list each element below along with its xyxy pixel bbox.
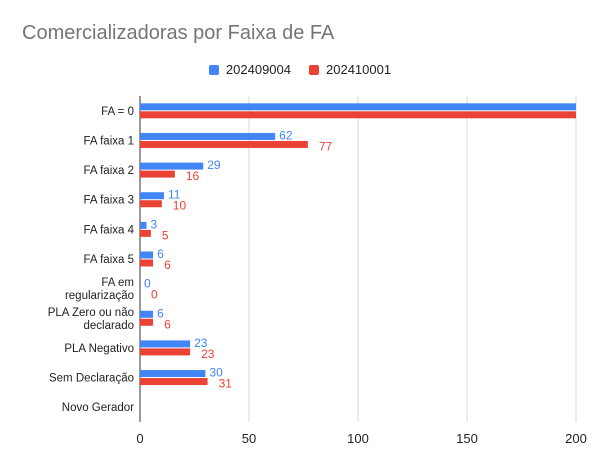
category-label: FA = 0 (101, 106, 134, 118)
data-label-series-1: 30 (209, 366, 223, 380)
data-label-series-2: 5 (162, 228, 169, 242)
bar-series-1 (140, 132, 276, 140)
bar-series-1 (140, 340, 191, 348)
bar-series-1 (140, 103, 576, 111)
bar-series-2 (140, 348, 191, 356)
data-label-series-1: 6 (157, 306, 164, 320)
x-tick-label: 0 (136, 431, 143, 446)
bar-series-1 (140, 221, 147, 229)
bar-series-1 (140, 162, 204, 170)
legend-item-series-2: 202410001 (309, 62, 391, 77)
bar-series-2 (140, 378, 208, 386)
bar-series-2 (140, 170, 175, 178)
legend-item-series-1: 202409004 (208, 62, 291, 77)
data-label-series-2: 23 (201, 347, 215, 361)
category-label: Novo Gerador (62, 402, 134, 414)
data-label-series-1: 0 (144, 277, 151, 291)
category-label: PLA Zero ou não (48, 307, 134, 319)
legend: 202409004 202410001 (0, 62, 600, 77)
data-label-series-2: 77 (319, 139, 333, 153)
data-label-series-1: 3 (151, 217, 158, 231)
data-label-series-1: 11 (168, 188, 181, 202)
bar-series-2 (140, 229, 151, 237)
data-label-series-2: 6 (164, 258, 171, 272)
category-label: FA faixa 3 (83, 195, 134, 207)
category-label: regularização (65, 290, 134, 302)
data-label-series-1: 23 (194, 336, 208, 350)
bar-series-1 (140, 310, 154, 318)
data-label-series-1: 29 (207, 158, 221, 172)
category-label: FA faixa 1 (83, 135, 134, 147)
legend-label-series-1: 202409004 (225, 62, 291, 77)
chart-title: Comercializadoras por Faixa de FA (22, 22, 335, 44)
legend-label-series-2: 202410001 (326, 62, 392, 77)
legend-swatch-series-2 (309, 64, 319, 75)
x-tick-label: 150 (456, 431, 478, 446)
category-label: FA faixa 5 (83, 254, 134, 266)
category-label: PLA Negativo (64, 343, 134, 355)
legend-swatch-series-1 (208, 64, 219, 75)
data-label-series-1: 6 (157, 247, 164, 261)
bar-series-2 (140, 111, 576, 119)
x-tick-label: 50 (242, 431, 256, 446)
category-label: FA faixa 4 (83, 224, 134, 236)
category-label: FA faixa 2 (83, 165, 134, 177)
category-label: Sem Declaração (49, 373, 134, 385)
bar-series-2 (140, 140, 308, 148)
data-label-series-2: 10 (173, 199, 187, 213)
x-tick-label: 100 (347, 431, 369, 446)
data-label-series-2: 31 (219, 377, 233, 391)
bar-series-2 (140, 318, 154, 326)
category-label: declarado (83, 320, 134, 332)
bar-series-1 (140, 192, 164, 200)
bar-series-1 (140, 251, 154, 259)
data-label-series-1: 62 (279, 128, 293, 142)
category-label: FA em (101, 277, 134, 289)
bar-series-1 (140, 370, 206, 378)
bar-series-2 (140, 200, 162, 208)
x-tick-label: 200 (565, 431, 587, 446)
data-label-series-2: 6 (164, 317, 171, 331)
data-label-series-2: 16 (186, 169, 200, 183)
data-label-series-2: 0 (151, 288, 158, 302)
bar-series-2 (140, 259, 154, 267)
